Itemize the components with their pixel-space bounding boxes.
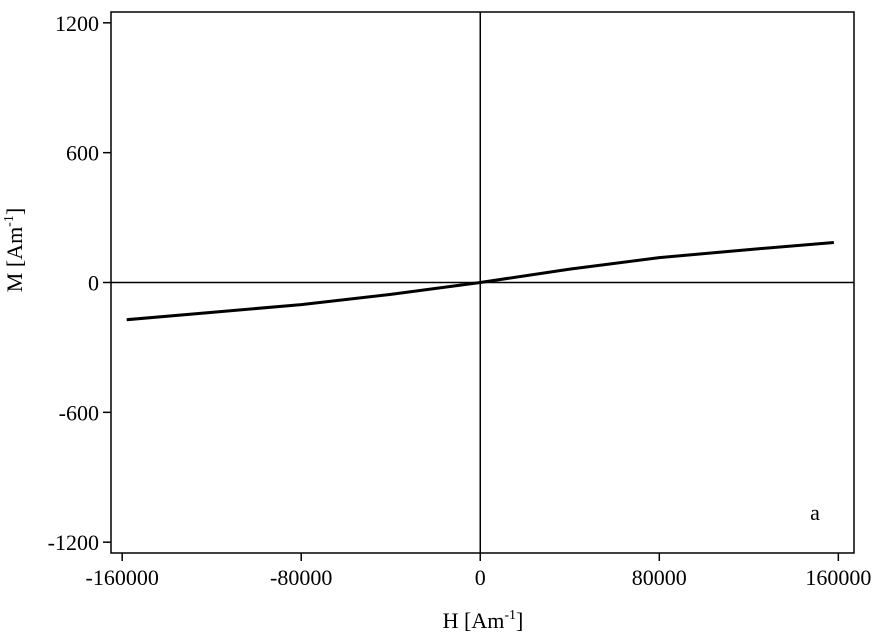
y-axis-label-end: ] xyxy=(2,208,27,215)
x-tick-label: 0 xyxy=(475,565,486,590)
x-axis-label-text: H [Am xyxy=(443,608,505,633)
x-axis-label-end: ] xyxy=(516,608,523,633)
y-tick-label: -1200 xyxy=(48,530,99,555)
data-line xyxy=(126,240,834,322)
y-tick-label: 1200 xyxy=(55,11,99,36)
x-tick-label: -160000 xyxy=(86,565,159,590)
y-axis-label: M [Am-1] xyxy=(2,208,27,292)
x-axis-label-sup: -1 xyxy=(504,608,516,623)
y-axis-label-sup: -1 xyxy=(2,215,17,227)
y-tick-label: 0 xyxy=(88,271,99,296)
x-tick-label: 80000 xyxy=(632,565,687,590)
y-tick-label: 600 xyxy=(66,141,99,166)
y-axis-label-text: M [Am xyxy=(2,227,27,292)
x-axis-label: H [Am-1] xyxy=(443,608,524,633)
y-tick-label: -600 xyxy=(59,400,99,425)
x-tick-label: 160000 xyxy=(805,565,871,590)
annotation: a xyxy=(810,500,820,525)
x-tick-label: -80000 xyxy=(270,565,332,590)
